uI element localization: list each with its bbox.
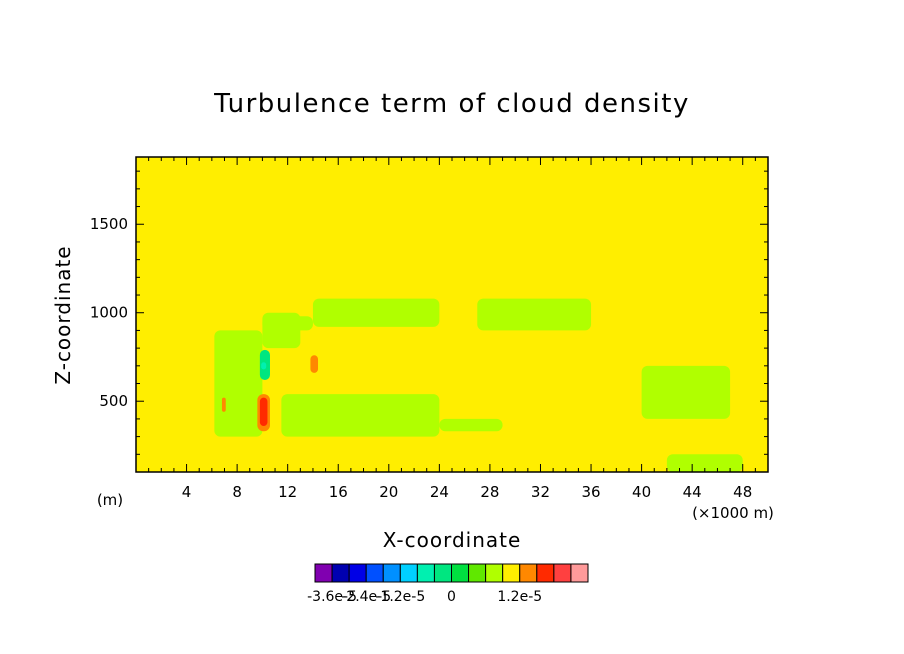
contour-region-8 (262, 312, 301, 349)
y-tick-label: 1000 (90, 304, 128, 322)
x-tick-label: 24 (430, 483, 449, 501)
contour-region-4 (439, 418, 503, 432)
colorbar-swatch (433, 563, 452, 583)
x-tick-label: 4 (182, 483, 192, 501)
colorbar-swatch (519, 563, 538, 583)
x-tick-label: 28 (480, 483, 499, 501)
colorbar-swatch (468, 563, 487, 583)
y-tick-label: 500 (99, 392, 128, 410)
y-axis: 500 1000 1500 (90, 170, 768, 473)
colorbar-label: -2.4e-5 (341, 589, 391, 605)
y-tick-label: 1500 (90, 215, 128, 233)
x-tick-label: 32 (531, 483, 550, 501)
contour-region-0 (312, 298, 440, 327)
x-tick-label: 8 (232, 483, 242, 501)
chart-title: Turbulence term of cloud density (213, 89, 690, 119)
colorbar-swatch (314, 563, 333, 583)
colorbar-swatch (570, 563, 589, 583)
x-axis-label: X-coordinate (383, 528, 522, 552)
contour-region-7 (666, 454, 743, 472)
colorbar-swatch (365, 563, 384, 583)
contour-region-10 (261, 362, 267, 370)
contour-region-6 (641, 365, 731, 419)
x-tick-label: 48 (733, 483, 752, 501)
contour-region-3 (214, 330, 263, 437)
x-tick-label: 20 (379, 483, 398, 501)
colorbar-swatch (382, 563, 401, 583)
y-axis-unit-label: (m) (97, 491, 123, 509)
plot-area (135, 156, 769, 473)
colorbar: -3.6e-5-2.4e-5-1.2e-5 0 1.2e-5 (307, 563, 589, 605)
contour-region-2 (281, 394, 440, 437)
x-tick-label: 16 (329, 483, 348, 501)
colorbar-label: -3.6e-5 (307, 589, 357, 605)
colorbar-swatch (348, 563, 367, 583)
contour-region-14 (221, 397, 226, 412)
x-tick-label: 12 (278, 483, 297, 501)
contour-region-12 (259, 397, 268, 426)
colorbar-swatch (399, 563, 418, 583)
colorbar-swatch (331, 563, 350, 583)
x-axis-unit-label: (×1000 m) (692, 504, 774, 522)
y-axis-label: Z-coordinate (51, 245, 75, 384)
x-tick-label: 44 (683, 483, 702, 501)
x-tick-label: 40 (632, 483, 651, 501)
colorbar-label: -1.2e-5 (375, 589, 425, 605)
colorbar-swatch (502, 563, 521, 583)
contour-region-13 (310, 355, 319, 373)
x-axis: 4 8 12 16 20 24 28 32 36 40 44 48 (148, 157, 756, 501)
colorbar-swatch (416, 563, 435, 583)
colorbar-label: 1.2e-5 (497, 589, 542, 605)
colorbar-swatch (485, 563, 504, 583)
contour-region-5 (477, 298, 592, 331)
colorbar-swatch (536, 563, 555, 583)
colorbar-label: 0 (447, 589, 456, 605)
x-tick-label: 36 (581, 483, 600, 501)
colorbar-swatch (451, 563, 470, 583)
colorbar-swatch (553, 563, 572, 583)
